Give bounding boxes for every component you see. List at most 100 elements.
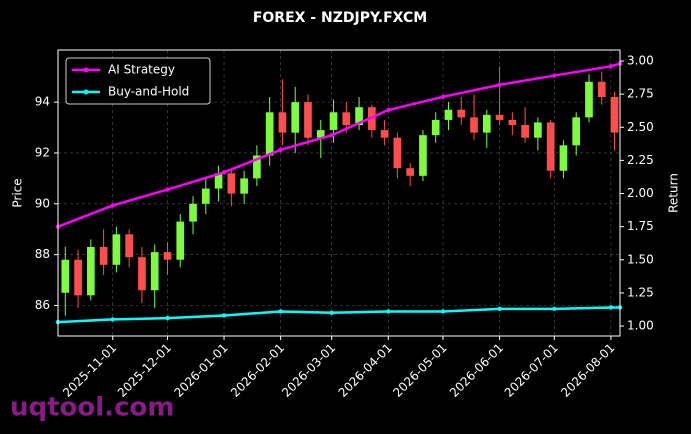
- line-marker: [552, 306, 557, 312]
- candle-body: [150, 252, 159, 291]
- line-marker: [329, 133, 334, 138]
- candle-body: [585, 81, 593, 118]
- chart-title: FOREX - NZDJPY.FXCM: [253, 10, 427, 26]
- line-marker: [608, 305, 614, 310]
- line-marker: [110, 203, 115, 208]
- y2-tick-label: 1.50: [627, 252, 654, 266]
- y-tick-label: 90: [35, 196, 50, 210]
- candle-body: [380, 130, 389, 138]
- line-marker: [440, 94, 446, 99]
- line-marker: [497, 306, 502, 312]
- candle-body: [189, 203, 197, 222]
- y-tick-label: 88: [35, 247, 50, 261]
- candle-body: [546, 122, 555, 171]
- candle-body: [74, 259, 82, 296]
- line-marker: [608, 64, 614, 69]
- y2-tick-label: 1.00: [627, 319, 654, 333]
- x-tick-label: 2026-08-01: [558, 341, 617, 400]
- candle-body: [138, 257, 146, 291]
- candle-body: [597, 81, 606, 98]
- line-marker: [110, 317, 115, 322]
- line: [57, 306, 620, 324]
- x-tick-label: 2025-11-01: [60, 341, 119, 400]
- plot-frame: [57, 49, 621, 337]
- watermark: uqtool.com: [10, 393, 174, 423]
- line-marker: [278, 147, 283, 152]
- legend-label: Buy-and-Hold: [108, 85, 189, 99]
- line-marker: [552, 73, 557, 78]
- candle-body: [355, 107, 363, 125]
- line-marker: [329, 310, 334, 316]
- y2-tick-label: 2.75: [627, 87, 654, 101]
- line-marker: [386, 107, 391, 113]
- candle-body: [201, 188, 210, 204]
- x-tick-label: 2026-06-01: [447, 341, 506, 400]
- x-tick-label: 2026-07-01: [502, 341, 561, 400]
- candle-body: [227, 173, 236, 194]
- candle-body: [278, 112, 287, 133]
- legend-label: AI Strategy: [108, 63, 175, 77]
- candle-body: [176, 221, 185, 260]
- candle-body: [125, 234, 133, 258]
- candle-body: [470, 117, 478, 133]
- line-marker: [221, 313, 227, 318]
- candle-body: [572, 117, 581, 146]
- candle-body: [444, 109, 453, 120]
- y-tick-label: 92: [35, 145, 50, 159]
- candle-body: [342, 112, 351, 125]
- legend-marker: [83, 67, 89, 73]
- candle-body: [112, 234, 121, 265]
- x-tick-label: 2026-03-01: [279, 341, 338, 400]
- line-marker: [386, 309, 391, 314]
- line-marker: [165, 187, 170, 192]
- candle-body: [329, 112, 338, 131]
- candle-body: [610, 97, 619, 133]
- y2-tick-label: 3.00: [627, 54, 654, 68]
- candle-body: [99, 247, 108, 265]
- x-tick-label: 2026-05-01: [390, 341, 449, 400]
- y2-tick-label: 2.25: [627, 153, 654, 167]
- candle-body: [291, 102, 300, 133]
- candle-body: [253, 155, 261, 179]
- candle-body: [495, 114, 504, 120]
- y-tick-label: 94: [35, 95, 50, 109]
- candle-body: [419, 135, 427, 176]
- x-tick-label: 2026-02-01: [228, 341, 287, 400]
- line: [57, 62, 621, 228]
- candle-body: [316, 130, 325, 138]
- candle-body: [265, 112, 274, 156]
- x-tick-label: 2026-01-01: [171, 341, 230, 400]
- legend: AI Strategy Buy-and-Hold: [65, 57, 211, 105]
- candle-body: [406, 168, 414, 176]
- candle-body: [431, 119, 440, 136]
- line-marker: [497, 82, 502, 88]
- y-axis-label: Price: [11, 178, 25, 207]
- candle-body: [61, 259, 70, 293]
- x-tick-label: 2025-12-01: [115, 341, 174, 400]
- y2-tick-label: 2.50: [627, 120, 654, 134]
- y2-tick-label: 1.75: [627, 219, 654, 233]
- y2-tick-label: 1.25: [627, 285, 654, 299]
- candle-body: [393, 137, 402, 169]
- candle-body: [87, 247, 95, 296]
- y2-tick-label: 2.00: [627, 186, 654, 200]
- candle-body: [482, 114, 491, 133]
- line-marker: [221, 170, 227, 175]
- candle-body: [534, 122, 542, 138]
- candle-body: [304, 102, 312, 138]
- candle-body: [457, 109, 466, 118]
- y2-axis-label: Return: [667, 173, 681, 213]
- legend-box: [65, 57, 211, 105]
- legend-marker: [83, 89, 89, 95]
- line-marker: [165, 315, 170, 321]
- y-tick-label: 86: [35, 298, 50, 312]
- line-marker: [278, 309, 283, 314]
- candle-body: [559, 145, 568, 171]
- candle-body: [214, 173, 223, 189]
- x-tick-label: 2026-04-01: [336, 341, 395, 400]
- candle-body: [521, 124, 529, 138]
- candle-body: [508, 119, 517, 125]
- line-marker: [440, 309, 446, 314]
- candle-body: [163, 252, 172, 260]
